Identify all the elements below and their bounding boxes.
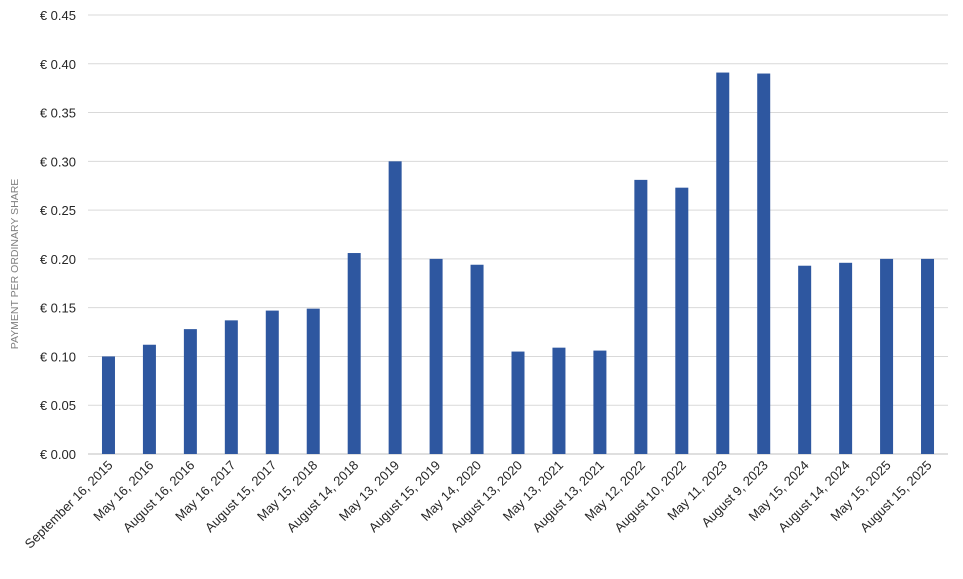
x-tick-label: August 16, 2016 [120,458,198,536]
bar [716,72,730,455]
y-axis-ticks: € 0.00 € 0.05 € 0.10 € 0.15 € 0.20 € 0.25 € 0.… [40,8,76,462]
x-tick-label: August 15, 2019 [366,458,444,536]
bar [757,73,771,455]
bar [921,258,935,454]
bar [429,258,443,454]
bar [634,179,648,454]
bar [101,356,115,454]
x-tick-label: August 15, 2017 [202,458,280,536]
x-tick-label: August 14, 2024 [775,458,853,536]
bar [880,258,894,454]
y-tick-label: € 0.45 [40,8,76,23]
y-tick-label: € 0.15 [40,301,76,316]
bar [306,308,320,454]
bar [224,320,238,454]
bar [347,253,361,454]
y-tick-label: € 0.35 [40,106,76,121]
bar [470,264,484,454]
bar [593,350,607,454]
x-tick-label: August 15, 2025 [857,458,935,536]
x-tick-label: August 14, 2018 [284,458,362,536]
y-tick-label: € 0.40 [40,57,76,72]
bar [675,187,689,454]
bars [101,72,935,455]
y-tick-label: € 0.00 [40,447,76,462]
bar [511,351,525,454]
bar [388,161,402,455]
x-tick-label: August 13, 2021 [529,458,607,536]
y-axis-label: PAYMENT PER ORDINARY SHARE [9,179,21,350]
bar [183,329,197,454]
x-tick-label: August 10, 2022 [611,458,689,536]
y-tick-label: € 0.30 [40,154,76,169]
bar [142,344,156,454]
y-tick-label: € 0.10 [40,349,76,364]
y-tick-label: € 0.20 [40,252,76,267]
y-tick-label: € 0.05 [40,398,76,413]
bar [839,262,853,454]
y-tick-label: € 0.25 [40,203,76,218]
bar [265,310,279,454]
x-tick-label: August 13, 2020 [448,458,526,536]
bar [798,265,812,454]
bar [552,347,566,454]
